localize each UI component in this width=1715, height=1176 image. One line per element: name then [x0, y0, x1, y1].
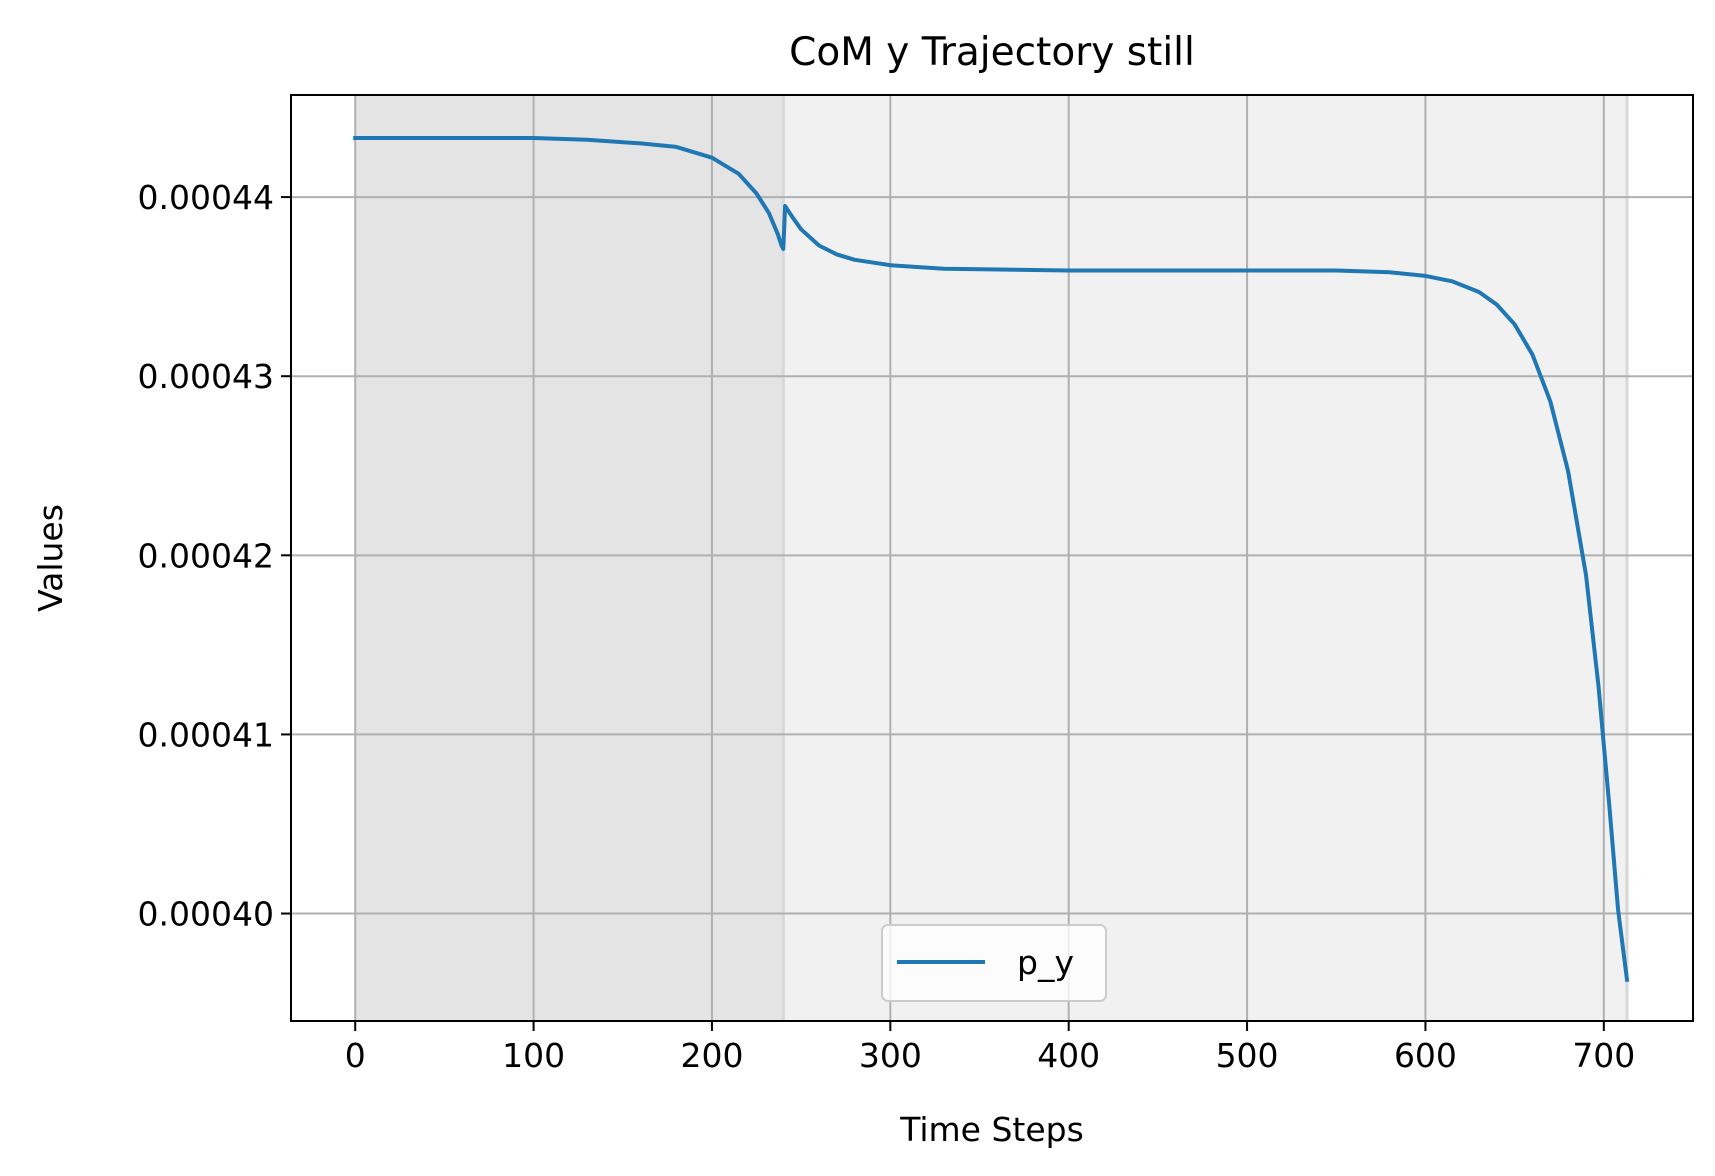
y-tick-label: 0.00044	[138, 178, 274, 217]
x-tick-label: 500	[1216, 1036, 1279, 1075]
grid	[291, 95, 1693, 1021]
legend-box	[881, 924, 1107, 1002]
legend: p_y	[881, 924, 1107, 1002]
y-tick-label: 0.00043	[138, 357, 274, 396]
x-tick-label: 600	[1394, 1036, 1457, 1075]
series-line-p_y	[353, 136, 1630, 983]
shaded-region-2	[783, 95, 1628, 1021]
legend-label-p_y: p_y	[1017, 943, 1074, 982]
y-tick-label: 0.00040	[138, 895, 274, 934]
x-tick-label: 300	[859, 1036, 922, 1075]
x-tick-label: 700	[1572, 1036, 1635, 1075]
shaded-regions	[355, 95, 1629, 1021]
axes-frame	[290, 94, 1694, 1022]
series-layer	[353, 136, 1630, 983]
x-tick-label: 200	[680, 1036, 743, 1075]
x-tick-label: 0	[345, 1036, 366, 1075]
x-tick-label: 100	[502, 1036, 565, 1075]
y-tick-label: 0.00041	[138, 715, 274, 754]
y-tick-label: 0.00042	[138, 536, 274, 575]
shaded-region-1	[355, 95, 784, 1021]
ticks: 0 100 200 300 400 500 600 700 0.00040 0.00041 0.00…	[138, 178, 1636, 1075]
y-axis-label: Values	[31, 504, 70, 612]
x-tick-label: 400	[1037, 1036, 1100, 1075]
chart-title: CoM y Trajectory still	[789, 30, 1195, 75]
x-axis-label: Time Steps	[899, 1110, 1084, 1149]
